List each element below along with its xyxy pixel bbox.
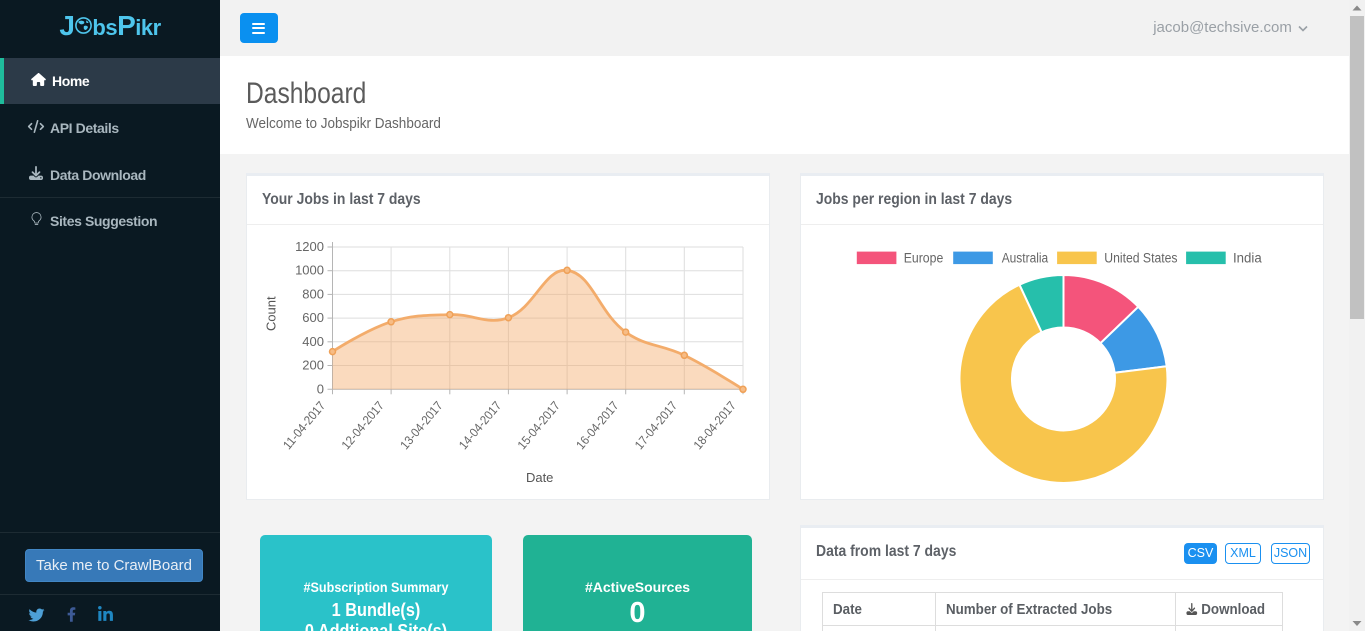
svg-text:Date: Date	[526, 470, 553, 485]
svg-text:15-04-2017: 15-04-2017	[515, 399, 563, 452]
svg-text:1200: 1200	[295, 239, 324, 254]
svg-text:200: 200	[302, 358, 324, 373]
svg-text:United States: United States	[1104, 251, 1177, 266]
svg-text:Australia: Australia	[1002, 251, 1049, 266]
svg-text:Europe: Europe	[904, 251, 944, 266]
svg-text:18-04-2017: 18-04-2017	[691, 399, 739, 452]
svg-text:12-04-2017: 12-04-2017	[339, 399, 387, 452]
svg-text:800: 800	[302, 286, 324, 301]
svg-text:0: 0	[317, 381, 324, 396]
svg-text:400: 400	[302, 334, 324, 349]
svg-text:India: India	[1233, 251, 1262, 266]
svg-text:1000: 1000	[295, 263, 324, 278]
svg-text:17-04-2017: 17-04-2017	[632, 399, 680, 452]
svg-text:16-04-2017: 16-04-2017	[573, 399, 621, 452]
svg-text:600: 600	[302, 310, 324, 325]
svg-text:Count: Count	[263, 296, 278, 331]
svg-text:13-04-2017: 13-04-2017	[398, 399, 446, 452]
svg-text:11-04-2017: 11-04-2017	[280, 399, 328, 452]
svg-text:14-04-2017: 14-04-2017	[456, 399, 504, 452]
